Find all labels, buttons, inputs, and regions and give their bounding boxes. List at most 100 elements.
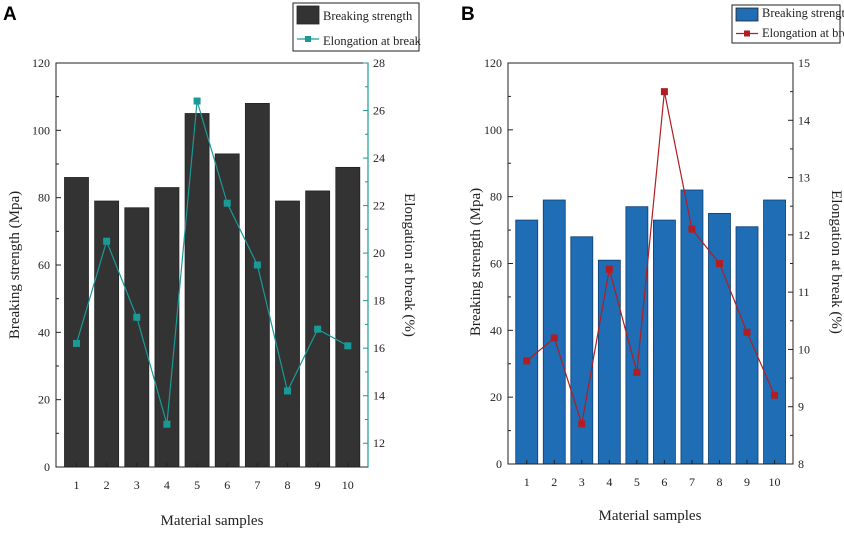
y-tick-label: 40 [490,323,502,337]
x-axis-title: Material samples [161,513,264,529]
bar [625,206,649,465]
y2-tick-label: 8 [798,457,804,471]
bar [244,103,270,468]
x-tick-label: 4 [164,478,170,492]
line-marker [523,357,531,365]
line-marker [550,334,558,342]
line-marker [284,387,292,395]
bar [735,226,759,465]
line-marker [163,420,171,428]
y2-tick-label: 12 [798,228,810,242]
line-marker [133,313,141,321]
line-marker [253,261,261,269]
y2-tick-label: 10 [798,342,810,356]
line-marker [223,199,231,207]
x-tick-label: 7 [254,478,260,492]
y2-tick-label: 18 [373,294,385,308]
x-tick-label: 7 [689,475,695,489]
x-tick-label: 10 [769,475,781,489]
x-tick-label: 4 [606,475,612,489]
y-tick-label: 0 [44,460,50,474]
y2-tick-label: 15 [798,56,810,70]
bar [570,236,594,465]
x-tick-label: 1 [524,475,530,489]
bar [763,199,786,465]
y-tick-label: 0 [496,457,502,471]
bar [94,200,120,468]
y2-tick-label: 11 [798,285,810,299]
line-marker [660,88,668,96]
legend-label-elongation: Elongation at break [762,26,844,40]
line-marker [633,368,641,376]
y2-tick-label: 14 [798,113,810,127]
y-tick-label: 20 [38,393,50,407]
x-tick-label: 8 [285,478,291,492]
panel-label: B [461,4,475,25]
y2-tick-label: 9 [798,400,804,414]
legend-label-breaking-strength: Breaking strength [323,9,413,23]
y-tick-label: 40 [38,325,50,339]
bar [515,219,539,465]
bar [64,177,89,468]
line-marker [715,260,723,267]
legend-swatch-bar [296,5,320,25]
y2-axis-title: Elongation at break (%) [401,193,417,337]
elongation-line [526,91,776,425]
y2-tick-label: 14 [373,389,385,403]
x-tick-label: 6 [661,475,667,489]
bar [597,259,621,465]
y2-tick-label: 20 [373,246,385,260]
bar [275,200,300,468]
panel-label: A [3,4,17,25]
y-tick-label: 100 [32,123,50,137]
x-tick-label: 1 [73,478,79,492]
x-tick-label: 3 [134,478,140,492]
x-tick-label: 6 [224,478,230,492]
legend-label-breaking-strength: Breaking strength [762,6,844,20]
line-marker [688,225,696,233]
legend-label-elongation: Elongation at break [323,34,422,48]
y2-tick-label: 28 [373,56,385,70]
y2-tick-label: 16 [373,341,385,355]
x-tick-label: 5 [634,475,640,489]
x-axis-title: Material samples [599,508,702,524]
line-marker [103,237,111,245]
line-marker [314,325,322,333]
y-tick-label: 100 [484,123,502,137]
bar [124,207,150,468]
y-tick-label: 120 [32,56,50,70]
line-marker [344,342,352,350]
line-marker [72,339,80,347]
y-tick-label: 20 [490,390,502,404]
legend-swatch-marker [305,36,311,42]
x-tick-label: 10 [342,478,354,492]
y2-tick-label: 13 [798,171,810,185]
bar [335,166,361,468]
line-marker [578,420,586,428]
x-tick-label: 8 [716,475,722,489]
y2-tick-label: 22 [373,199,385,213]
x-tick-label: 2 [551,475,557,489]
x-tick-label: 9 [744,475,750,489]
y-tick-label: 120 [484,56,502,70]
x-tick-label: 2 [104,478,110,492]
x-tick-label: 9 [315,478,321,492]
legend-swatch-marker [744,30,750,37]
bar [184,113,210,468]
x-tick-label: 5 [194,478,200,492]
bar [708,212,731,465]
y-tick-label: 80 [490,190,502,204]
elongation-line [75,100,349,425]
line-marker [743,328,751,336]
y-tick-label: 60 [490,257,502,271]
y-axis-title: Breaking strength (Mpa) [468,188,484,336]
line-marker [605,265,613,273]
bar [653,219,676,465]
x-tick-label: 3 [579,475,585,489]
y2-tick-label: 26 [373,104,385,118]
legend-swatch-bar [735,7,759,22]
y-tick-label: 60 [38,258,50,272]
